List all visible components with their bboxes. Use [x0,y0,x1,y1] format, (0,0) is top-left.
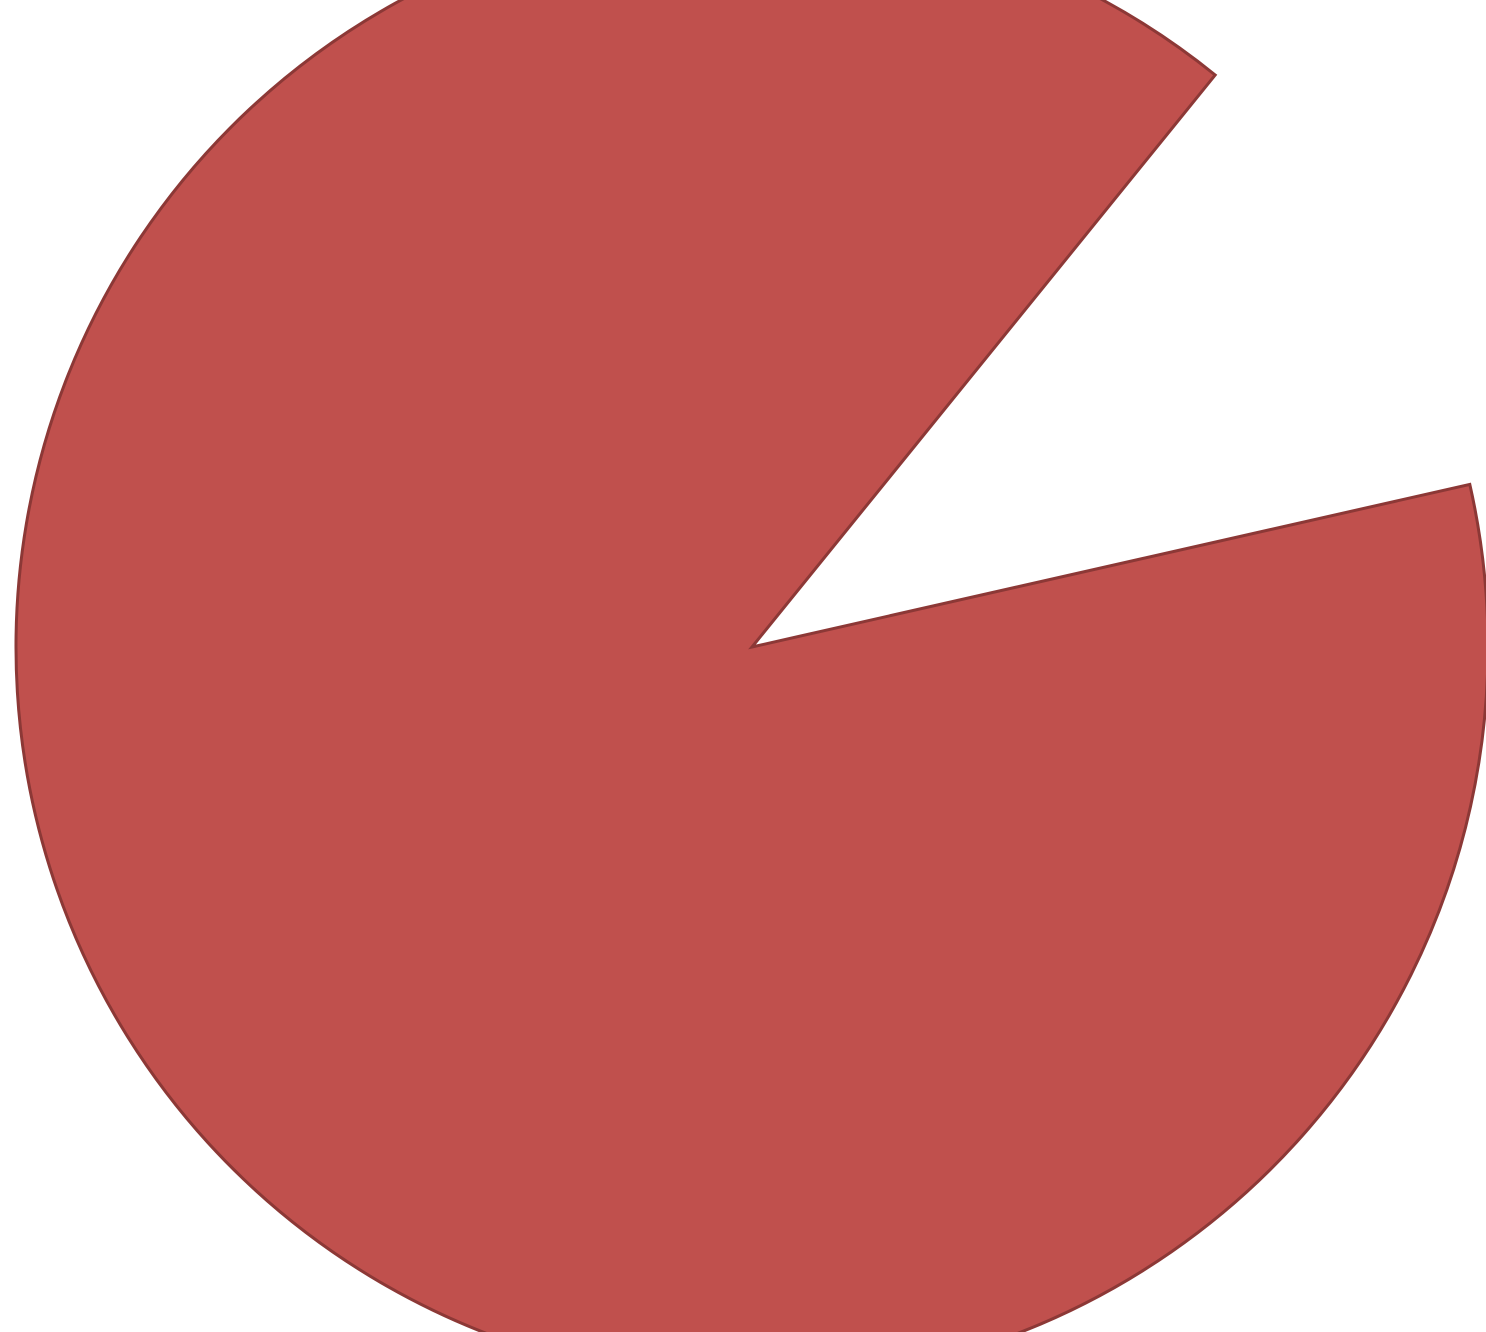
pie-slices-over-title [14,0,1486,1332]
pie-slice-1 [14,0,1486,1332]
